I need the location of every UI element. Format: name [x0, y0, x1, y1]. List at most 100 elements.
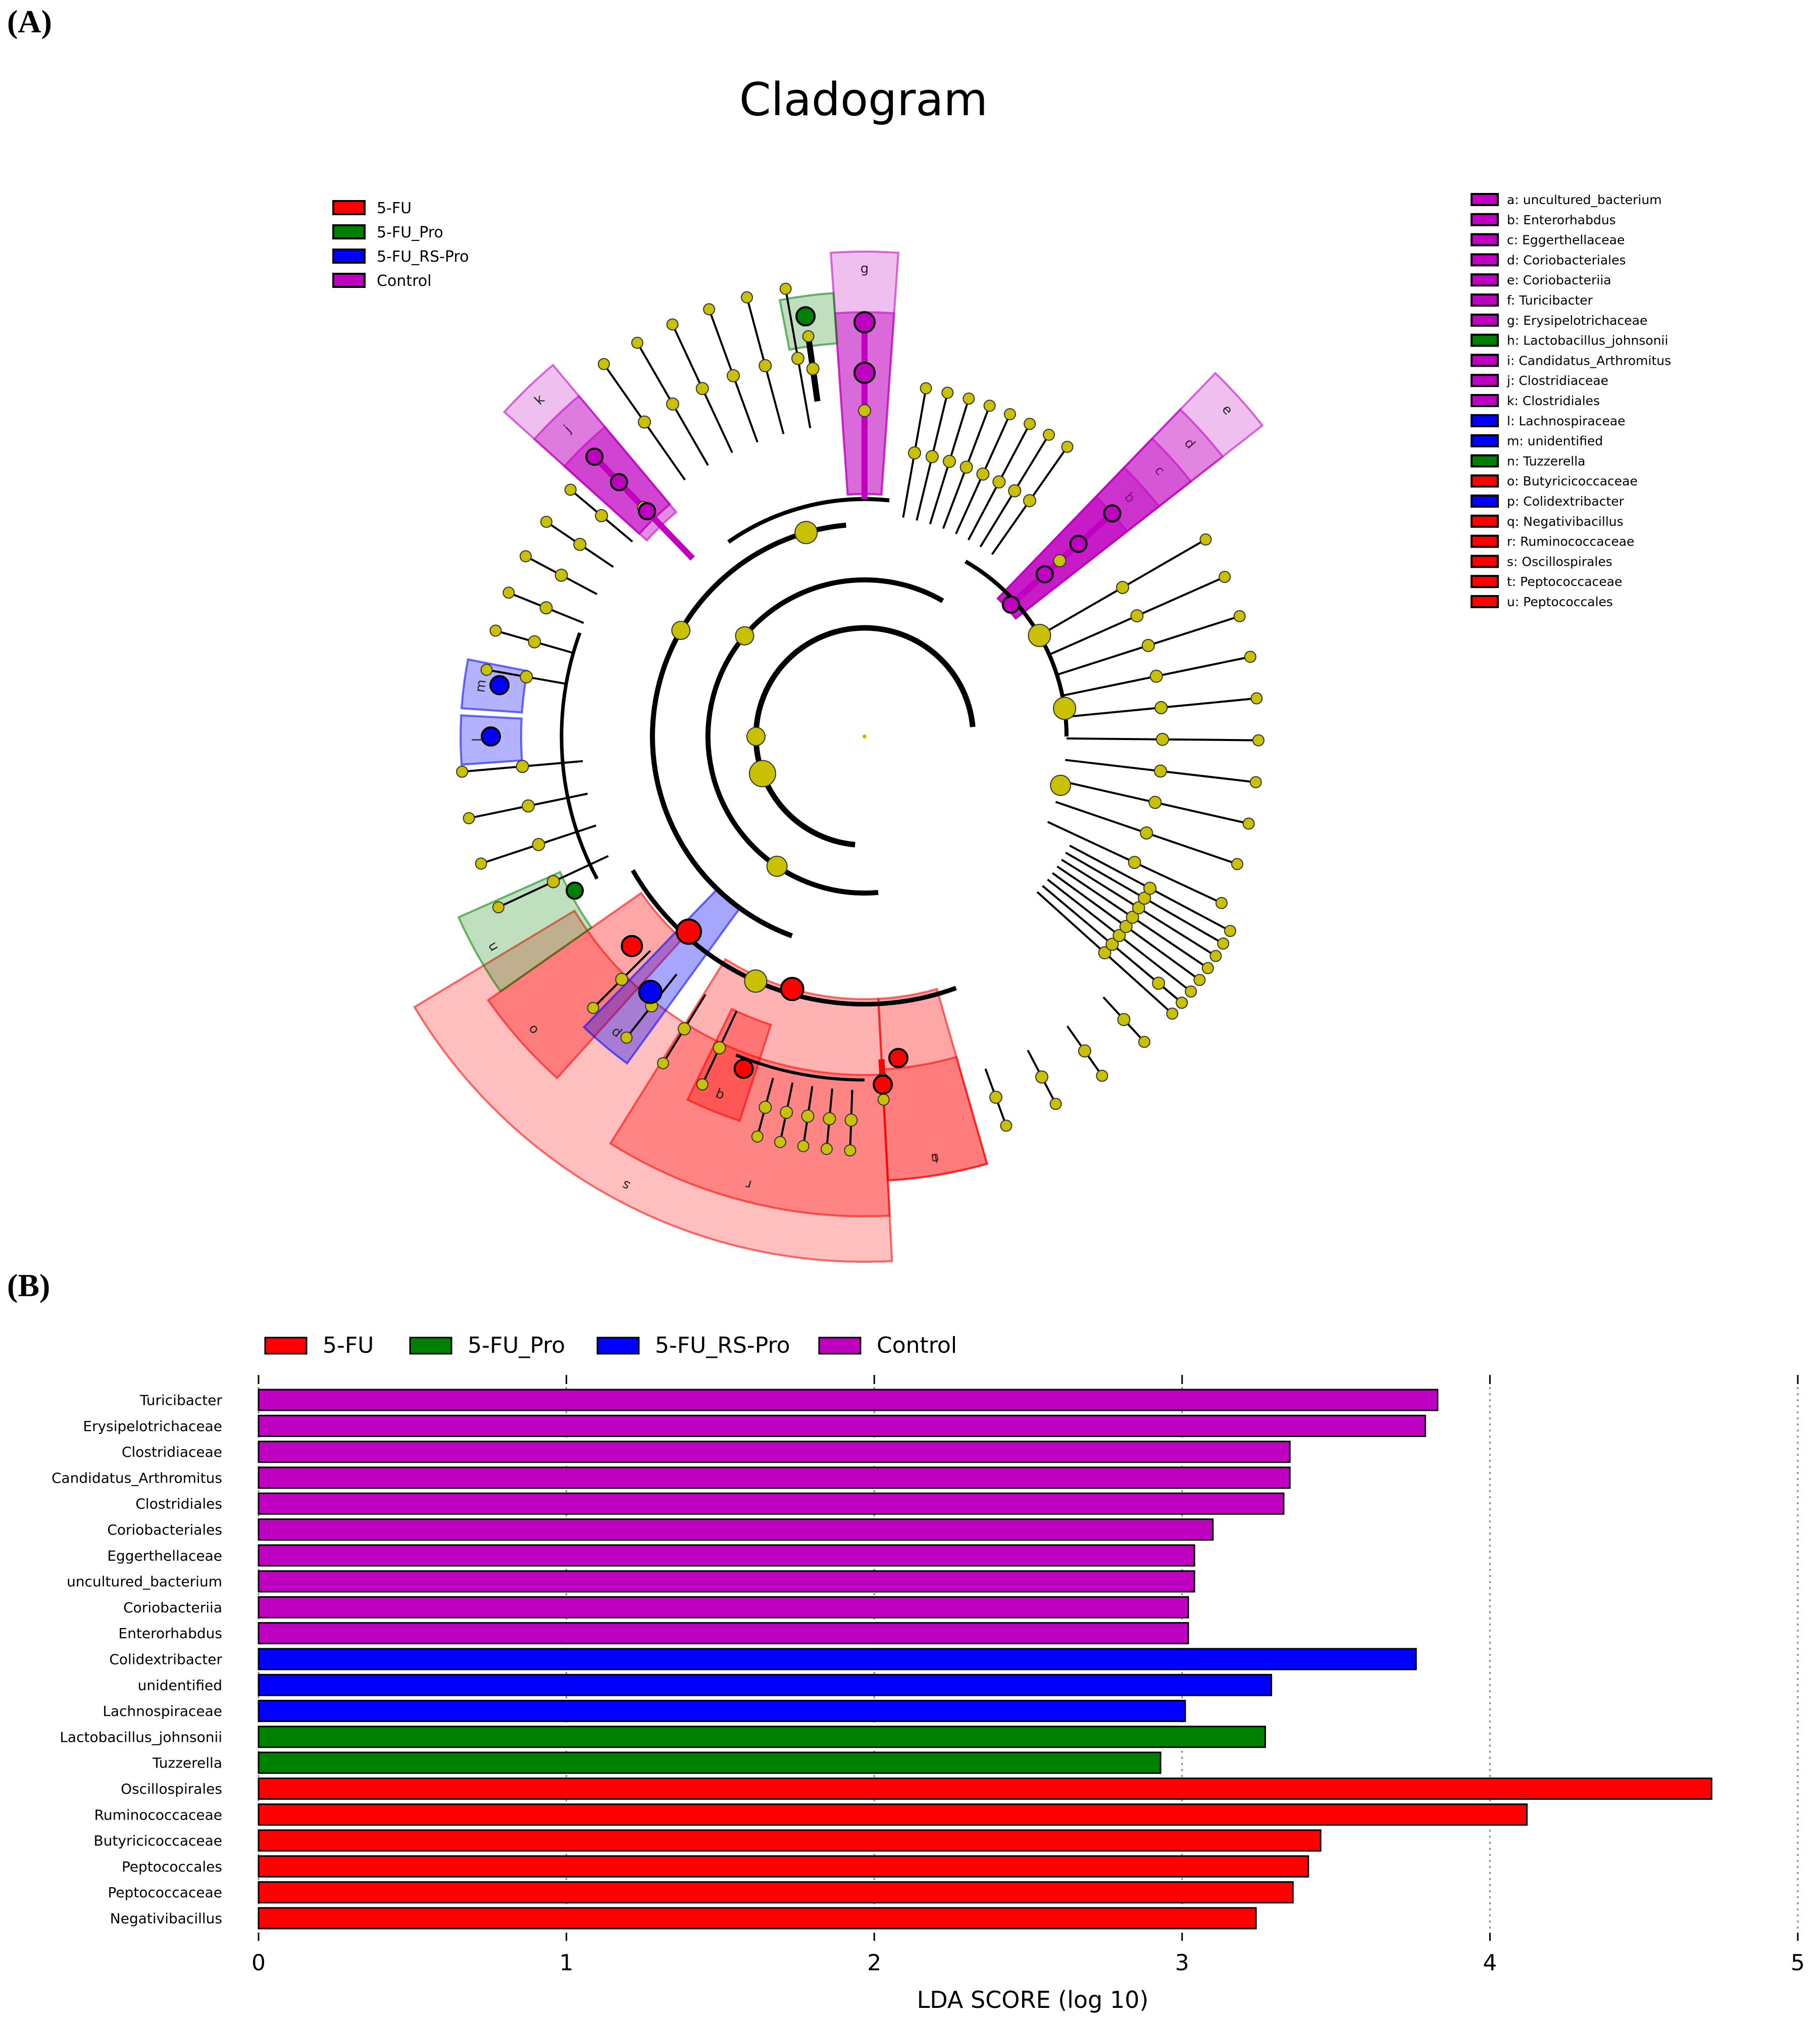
bar — [258, 1414, 1426, 1437]
taxa-legend-label: c: Eggerthellaceae — [1507, 233, 1625, 248]
biomarker-node-p — [638, 979, 663, 1004]
tree-node-neutral — [502, 586, 515, 599]
cladogram-legend-label: 5-FU_Pro — [377, 224, 443, 241]
tree-node-neutral — [695, 382, 709, 396]
tree-node-neutral — [735, 626, 754, 646]
tree-node-neutral — [1140, 826, 1153, 840]
tree-node-neutral — [766, 856, 788, 877]
bar — [258, 1389, 1439, 1411]
taxa-legend-swatch — [1471, 313, 1499, 327]
tree-node-neutral — [554, 568, 568, 582]
taxa-legend-label: e: Coriobacteriia — [1507, 273, 1611, 287]
bar — [258, 1570, 1195, 1593]
tree-node-neutral — [1250, 692, 1263, 705]
taxa-legend-swatch — [1471, 333, 1499, 347]
tree-node-neutral — [597, 358, 610, 370]
tree-node-neutral — [1249, 776, 1262, 789]
taxa-legend-swatch — [1471, 454, 1499, 468]
tree-node-neutral — [759, 1101, 772, 1114]
bar — [258, 1492, 1285, 1515]
x-tick-label: 2 — [867, 1950, 881, 1976]
tree-node-neutral — [480, 664, 493, 676]
tree-node-neutral — [620, 1031, 633, 1044]
tree-root-node — [863, 734, 867, 738]
taxa-legend-label: p: Colidextribacter — [1507, 494, 1625, 509]
bar — [258, 1855, 1309, 1878]
bar-category-label: Enterorhabdus — [119, 1625, 222, 1642]
bar — [258, 1881, 1294, 1904]
tree-node-neutral — [1138, 892, 1151, 905]
tree-node-neutral — [528, 635, 541, 649]
taxa-legend-label: a: uncultured_bacterium — [1507, 192, 1662, 207]
clade-key-t: t — [931, 1150, 939, 1166]
tree-node-neutral — [587, 1002, 599, 1014]
bar-category-label: uncultured_bacterium — [67, 1573, 222, 1590]
tree-node-neutral — [638, 415, 651, 429]
bar-legend-swatch — [596, 1337, 640, 1355]
tree-node-neutral — [794, 521, 818, 545]
tree-node-neutral — [780, 1106, 793, 1119]
tree-node-neutral — [456, 765, 469, 778]
tree-node-neutral — [1119, 920, 1133, 933]
tree-node-neutral — [751, 1130, 764, 1143]
tree-node-neutral — [595, 509, 609, 522]
taxa-legend-label: d: Coriobacteriales — [1507, 253, 1626, 267]
taxa-legend-swatch — [1471, 534, 1499, 548]
taxa-legend-swatch — [1471, 213, 1499, 226]
bar-category-label: Lactobacillus_johnsonii — [60, 1729, 222, 1745]
bar-category-label: Colidextribacter — [109, 1651, 222, 1668]
cladogram-legend-label: 5-FU_RS-Pro — [377, 248, 469, 266]
panel-b-label: (B) — [7, 1267, 50, 1303]
tree-node-neutral — [1000, 1119, 1013, 1132]
tree-node-neutral — [989, 1091, 1002, 1104]
tree-node-neutral — [540, 516, 552, 528]
tree-node-neutral — [1113, 929, 1126, 943]
tree-node-neutral — [657, 1057, 670, 1069]
tree-node-neutral — [844, 1144, 856, 1157]
taxa-legend-swatch — [1471, 374, 1499, 387]
tree-node-neutral — [801, 1109, 815, 1123]
tree-node-neutral — [1231, 858, 1243, 870]
tree-node-neutral — [1149, 669, 1163, 683]
taxa-legend-swatch — [1471, 595, 1499, 608]
taxa-legend-swatch — [1471, 555, 1499, 568]
tree-node-neutral — [1215, 897, 1228, 909]
bar — [258, 1726, 1266, 1748]
tree-node-neutral — [741, 291, 753, 304]
tree-node-neutral — [615, 972, 629, 986]
x-tick-label: 5 — [1791, 1950, 1805, 1976]
tree-node-neutral — [1233, 610, 1246, 622]
tree-node-neutral — [983, 400, 996, 412]
tree-node-neutral — [1155, 732, 1169, 746]
bar — [258, 1673, 1273, 1696]
tree-node-neutral — [1242, 817, 1255, 830]
tree-node-neutral — [1176, 997, 1188, 1009]
bar-category-label: Lachnospiraceae — [103, 1703, 222, 1719]
bar-category-label: Peptococcaceae — [108, 1884, 222, 1901]
tree-node-neutral — [666, 318, 679, 331]
taxa-legend-swatch — [1471, 253, 1499, 267]
tree-node-neutral — [539, 601, 553, 615]
tree-node-neutral — [1244, 651, 1256, 663]
tree-node-neutral — [774, 1136, 787, 1148]
bar-category-label: Erysipelotrichaceae — [83, 1418, 222, 1435]
tree-node-neutral — [802, 330, 815, 342]
tree-node-neutral — [678, 1022, 691, 1036]
tree-node-neutral — [1141, 638, 1155, 652]
bar — [258, 1907, 1257, 1930]
lda-bar-chart: 5-FU 5-FU_Pro 5-FU_RS-Pro Control Turicibac… — [52, 1333, 1805, 2013]
tree-node-neutral — [546, 875, 560, 889]
tree-node-neutral — [1185, 985, 1197, 998]
taxa-legend-swatch — [1471, 354, 1499, 367]
tree-node-neutral — [727, 369, 740, 382]
bar-legend-label: 5-FU_Pro — [468, 1333, 565, 1358]
tree-node-neutral — [941, 386, 954, 399]
taxa-legend-label: r: Ruminococcaceae — [1507, 534, 1634, 549]
bar — [258, 1466, 1291, 1489]
taxa-legend-label: u: Peptococcales — [1507, 595, 1613, 609]
bar-legend-swatch — [818, 1337, 862, 1355]
tree-node-neutral — [1035, 1070, 1048, 1084]
biomarker-node-l — [481, 726, 501, 747]
taxa-legend-label: h: Lactobacillus_johnsonii — [1507, 333, 1668, 348]
tree-node-neutral — [748, 760, 776, 787]
